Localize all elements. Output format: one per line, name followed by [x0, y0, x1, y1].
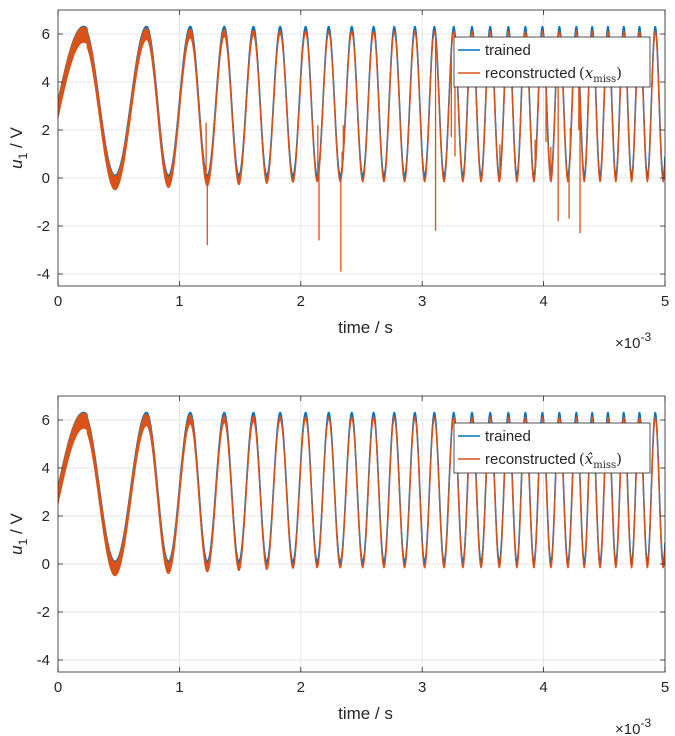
y-axis-label: u1 / V [7, 513, 30, 555]
y-label-sub: 1 [16, 538, 30, 545]
x-tick-label: 0 [54, 293, 62, 310]
y-tick-label: -2 [37, 218, 50, 235]
x-axis-exponent: ×10-3 [615, 330, 651, 352]
x-exponent-base: ×10 [615, 721, 640, 736]
y-label-main: u [7, 159, 26, 169]
y-tick-label: 6 [42, 26, 50, 43]
y-tick-label: -2 [37, 604, 50, 621]
x-tick-label: 2 [297, 679, 305, 696]
legend-math-sub: miss [593, 460, 616, 471]
legend-paren-close: ) [616, 64, 622, 82]
legend-name: trained [485, 428, 531, 445]
legend-box [453, 36, 651, 88]
y-tick-label: 2 [42, 508, 50, 525]
legend-label-trained: trained [485, 428, 531, 445]
legend-name: trained [485, 42, 531, 59]
y-label-unit: / V [7, 127, 26, 153]
x-tick-label: 3 [418, 293, 426, 310]
legend: trained reconstructed (x̂miss) [453, 422, 651, 474]
x-axis-exponent: ×10-3 [615, 716, 651, 736]
legend-math-sub: miss [593, 74, 616, 85]
legend: trained reconstructed (xmiss) [453, 36, 651, 88]
x-exponent-power: -3 [640, 716, 651, 730]
legend-label-reconstructed: reconstructed (x̂miss) [485, 450, 622, 471]
x-axis-label: time / s [338, 704, 393, 723]
legend-label-reconstructed: reconstructed (xmiss) [485, 64, 622, 85]
legend-math-base: x [585, 64, 594, 82]
legend-paren-open: ( [579, 64, 585, 82]
legend-box [453, 422, 651, 474]
axes-box [57, 9, 666, 287]
y-tick-label: -4 [37, 266, 50, 283]
legend-paren-open: ( [579, 450, 585, 468]
y-label-sub: 1 [16, 152, 30, 159]
axes-box [57, 395, 666, 673]
x-tick-label: 2 [297, 293, 305, 310]
y-tick-label: 6 [42, 412, 50, 429]
y-tick-label: -4 [37, 652, 50, 669]
y-axis-label: u1 / V [7, 127, 30, 169]
x-tick-label: 4 [539, 293, 547, 310]
y-tick-label: 0 [42, 170, 50, 187]
legend-label-trained: trained [485, 42, 531, 59]
x-tick-label: 5 [661, 293, 669, 310]
y-tick-label: 0 [42, 556, 50, 573]
x-tick-label: 4 [539, 679, 547, 696]
plot-lines [58, 411, 665, 577]
y-label-unit: / V [7, 513, 26, 539]
x-axis-label: time / s [338, 318, 393, 337]
x-exponent-power: -3 [640, 330, 651, 344]
series-reconstructed-line [58, 26, 665, 191]
x-exponent-base: ×10 [615, 335, 640, 352]
y-tick-label: 2 [42, 122, 50, 139]
legend-paren-close: ) [616, 450, 622, 468]
x-tick-label: 1 [175, 679, 183, 696]
legend-name: reconstructed [485, 451, 576, 468]
x-tick-label: 0 [54, 679, 62, 696]
y-label-main: u [7, 545, 26, 555]
x-tick-label: 5 [661, 679, 669, 696]
series-reconstructed-line [58, 412, 665, 577]
x-tick-label: 1 [175, 293, 183, 310]
x-tick-label: 3 [418, 679, 426, 696]
legend-name: reconstructed [485, 65, 576, 82]
y-tick-label: 4 [42, 74, 50, 91]
legend-math-base: x̂ [585, 450, 594, 468]
y-tick-label: 4 [42, 460, 50, 477]
